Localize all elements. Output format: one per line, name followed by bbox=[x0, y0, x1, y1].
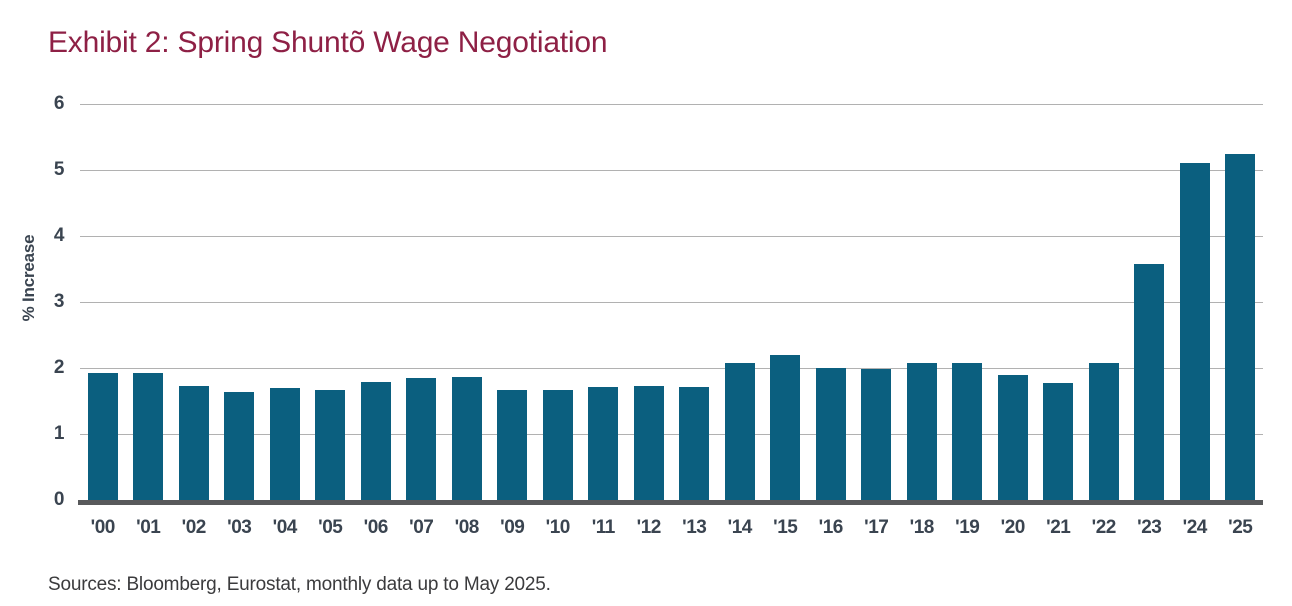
x-tick-label-01: '01 bbox=[136, 517, 161, 538]
x-tick-label-11: '11 bbox=[591, 517, 616, 538]
x-axis-line bbox=[78, 500, 1263, 505]
bar-20 bbox=[997, 374, 1028, 500]
x-tick-label-09: '09 bbox=[500, 517, 525, 538]
plot-area bbox=[78, 104, 1263, 505]
bar-15 bbox=[770, 354, 801, 500]
bar-06 bbox=[360, 381, 391, 500]
bar-00 bbox=[87, 372, 118, 500]
bar-22 bbox=[1088, 363, 1119, 500]
x-tick-label-19: '19 bbox=[955, 517, 980, 538]
x-tick-label-20: '20 bbox=[1000, 517, 1026, 538]
bar-04 bbox=[269, 388, 300, 500]
source-note: Sources: Bloomberg, Eurostat, monthly da… bbox=[48, 574, 551, 595]
bar-17 bbox=[861, 369, 892, 500]
bar-25 bbox=[1225, 153, 1256, 500]
y-tick-label-0: 0 bbox=[53, 489, 65, 510]
x-tick-label-04: '04 bbox=[272, 517, 298, 538]
bar-12 bbox=[633, 385, 664, 500]
y-tick-label-6: 6 bbox=[53, 93, 65, 114]
x-tick-label-02: '02 bbox=[181, 517, 207, 538]
bar-18 bbox=[906, 363, 937, 500]
y-tick-label-4: 4 bbox=[53, 225, 65, 246]
y-tick-label-3: 3 bbox=[53, 291, 65, 312]
bar-09 bbox=[497, 390, 528, 500]
bar-08 bbox=[451, 376, 482, 500]
gridline-5 bbox=[80, 170, 1263, 171]
gridline-1 bbox=[80, 434, 1263, 435]
x-tick-label-13: '13 bbox=[682, 517, 707, 538]
x-tick-label-08: '08 bbox=[454, 517, 480, 538]
bar-13 bbox=[679, 387, 710, 500]
x-tick-label-16: '16 bbox=[818, 517, 844, 538]
x-tick-label-05: '05 bbox=[318, 517, 343, 538]
gridline-3 bbox=[80, 302, 1263, 303]
x-tick-label-24: '24 bbox=[1182, 517, 1208, 538]
x-tick-label-10: '10 bbox=[545, 517, 571, 538]
bar-23 bbox=[1134, 263, 1165, 500]
gridline-6 bbox=[80, 104, 1263, 105]
gridline-4 bbox=[80, 236, 1263, 237]
bar-10 bbox=[542, 390, 573, 500]
x-tick-label-23: '23 bbox=[1137, 517, 1162, 538]
x-tick-label-03: '03 bbox=[227, 517, 252, 538]
bar-16 bbox=[815, 368, 846, 500]
x-tick-label-14: '14 bbox=[727, 517, 753, 538]
bar-03 bbox=[224, 392, 255, 500]
x-tick-label-15: '15 bbox=[773, 517, 798, 538]
y-tick-label-1: 1 bbox=[53, 423, 65, 444]
x-tick-label-18: '18 bbox=[909, 517, 935, 538]
x-tick-label-06: '06 bbox=[363, 517, 389, 538]
bar-07 bbox=[406, 377, 437, 500]
x-tick-label-22: '22 bbox=[1091, 517, 1117, 538]
x-tick-label-07: '07 bbox=[409, 517, 434, 538]
x-tick-label-00: '00 bbox=[90, 517, 116, 538]
bar-19 bbox=[952, 363, 983, 500]
bar-11 bbox=[588, 387, 619, 500]
gridline-2 bbox=[80, 368, 1263, 369]
bar-24 bbox=[1179, 163, 1210, 500]
bar-14 bbox=[724, 363, 755, 500]
x-tick-label-21: '21 bbox=[1046, 517, 1071, 538]
x-tick-label-12: '12 bbox=[636, 517, 662, 538]
bar-02 bbox=[178, 386, 209, 500]
y-tick-label-2: 2 bbox=[53, 357, 65, 378]
bar-05 bbox=[315, 389, 346, 500]
bar-01 bbox=[133, 373, 164, 500]
bar-21 bbox=[1043, 382, 1074, 500]
chart-title: Exhibit 2: Spring Shuntõ Wage Negotiatio… bbox=[48, 26, 608, 59]
x-tick-label-25: '25 bbox=[1228, 517, 1253, 538]
y-tick-label-5: 5 bbox=[53, 159, 65, 180]
x-tick-label-17: '17 bbox=[864, 517, 889, 538]
